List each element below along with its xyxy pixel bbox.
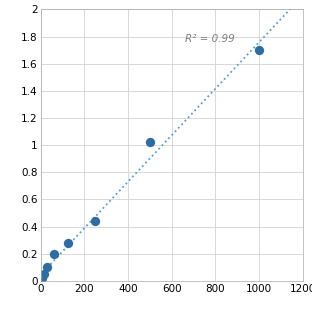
Point <box>66 240 71 245</box>
Point <box>40 275 45 280</box>
Point <box>38 278 43 283</box>
Text: R² = 0.99: R² = 0.99 <box>185 34 234 44</box>
Point <box>147 140 152 145</box>
Point <box>256 48 261 53</box>
Point <box>45 265 50 270</box>
Point <box>41 271 46 276</box>
Point <box>52 251 57 256</box>
Point <box>93 219 98 224</box>
